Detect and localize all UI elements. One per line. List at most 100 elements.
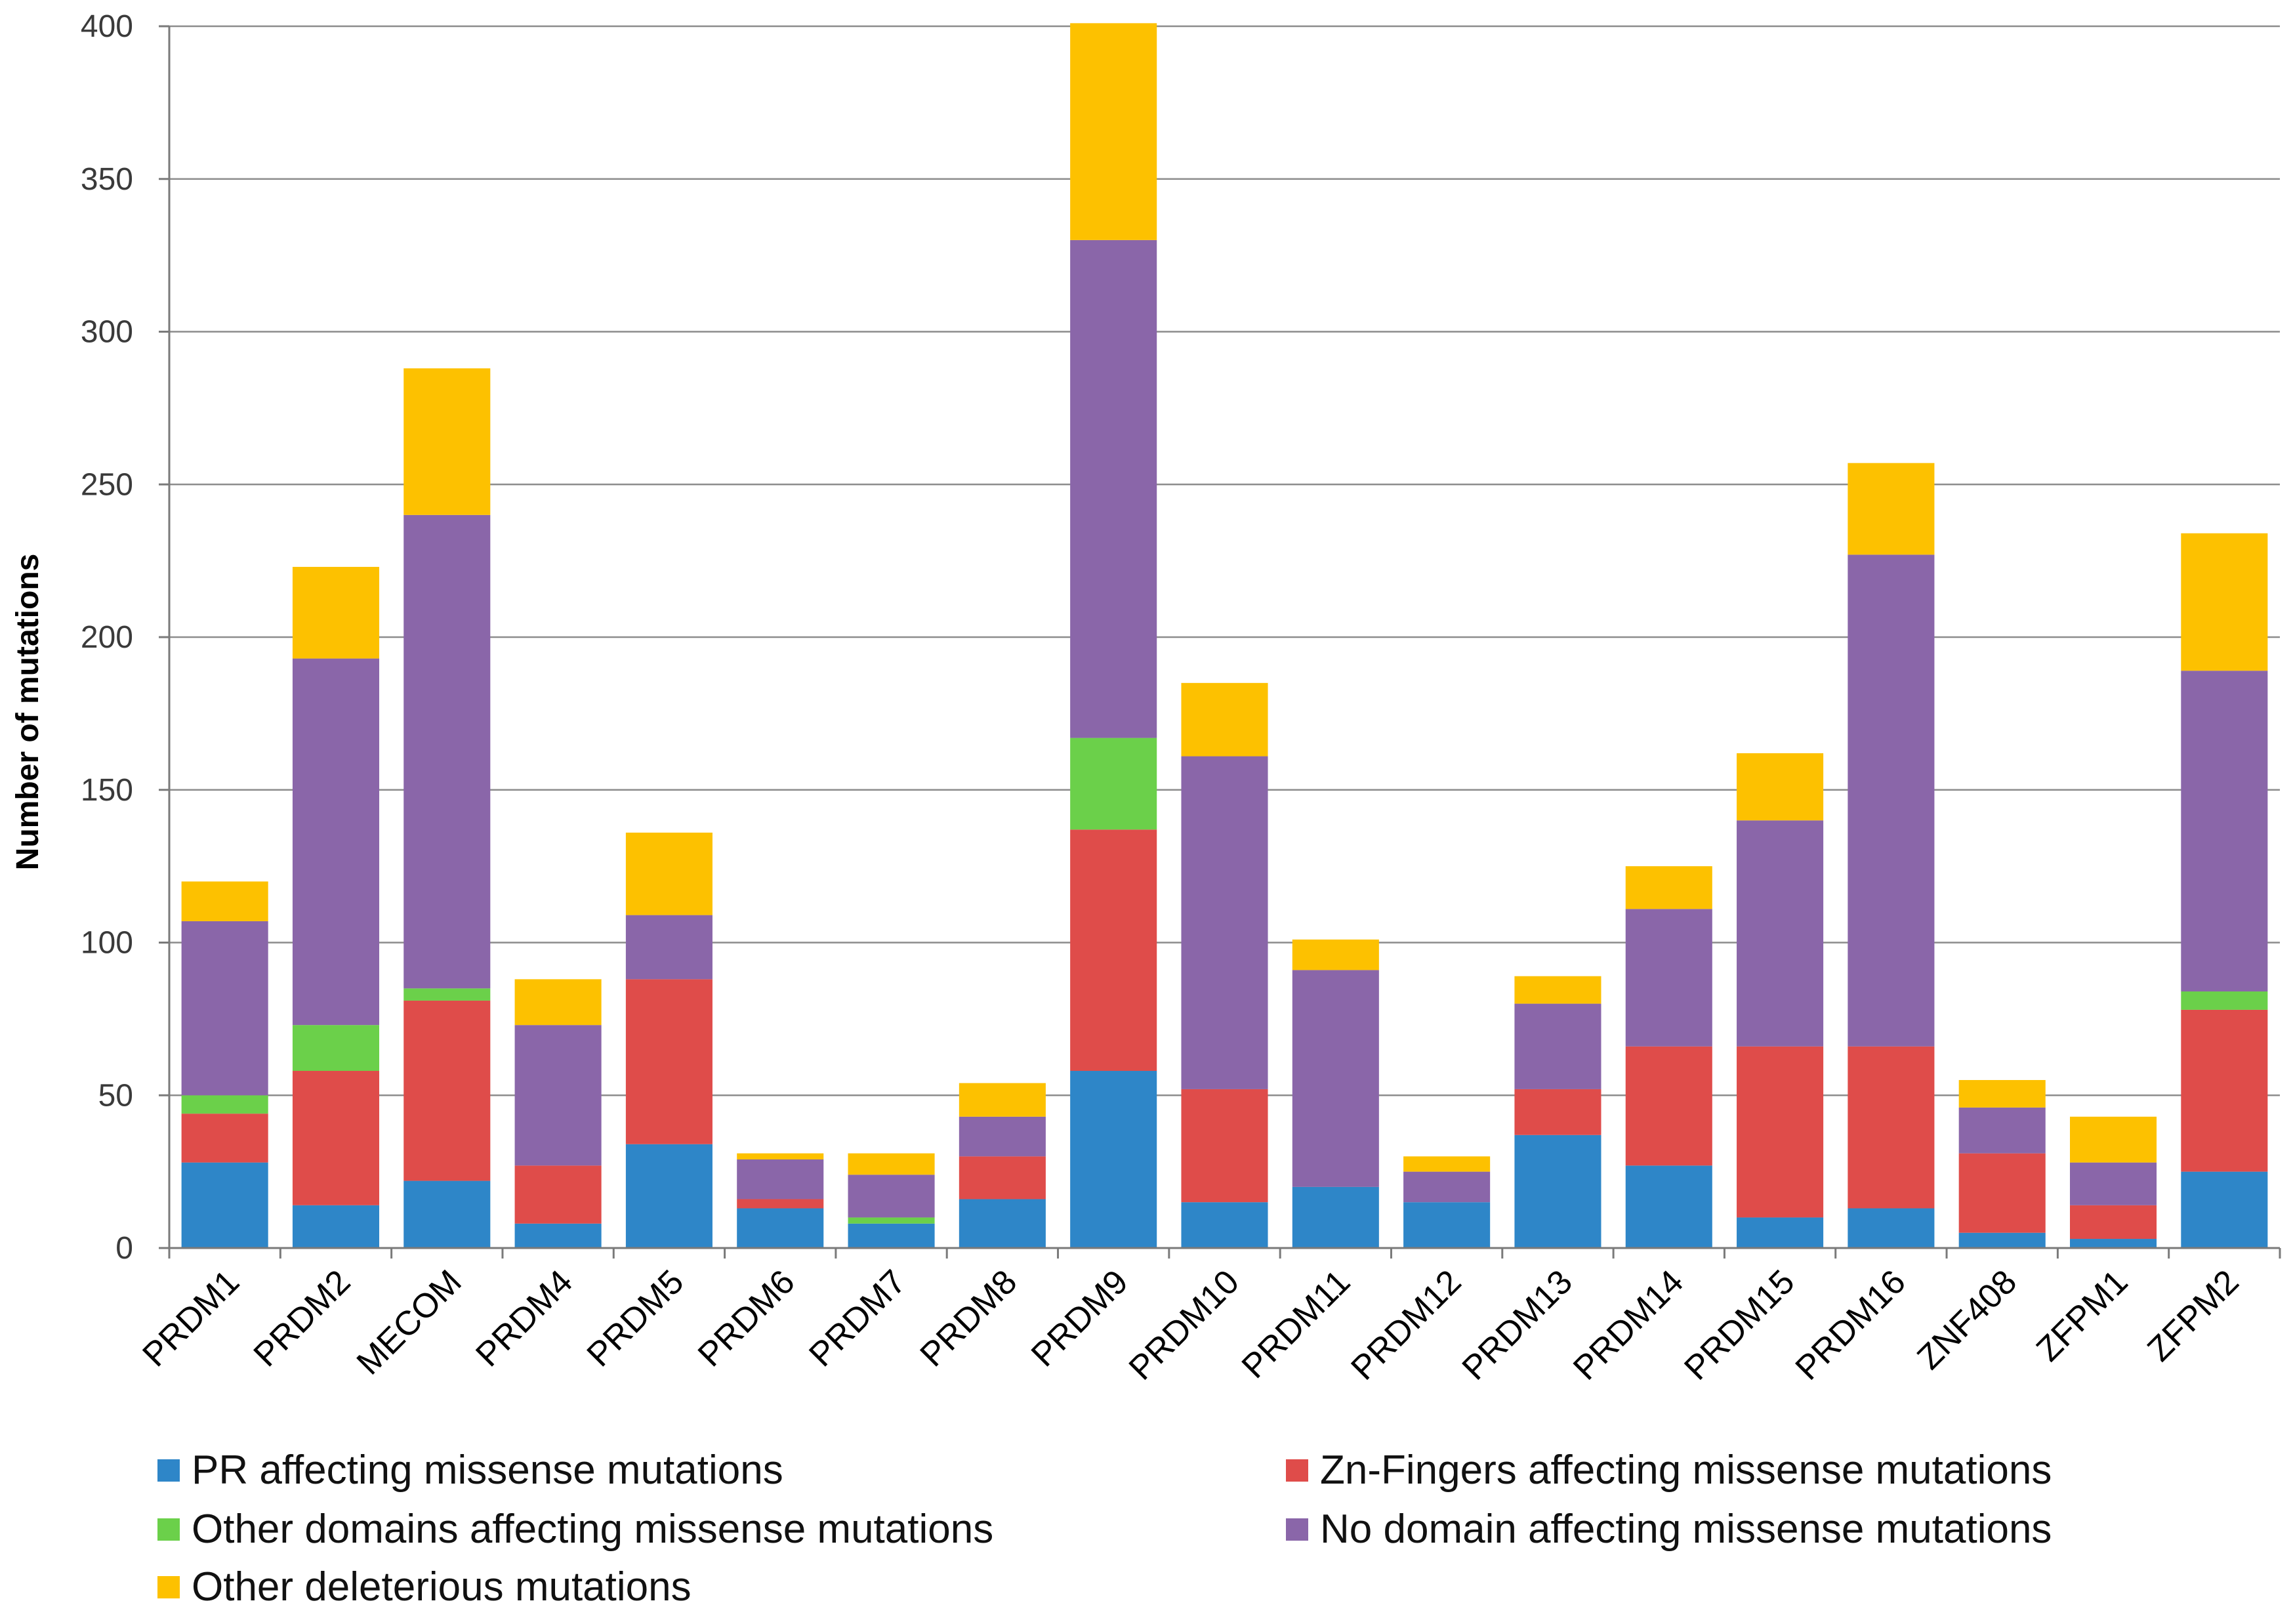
bar-segment-prdm10-series-5 bbox=[1181, 682, 1268, 757]
bar-segment-prdm1-series-5 bbox=[181, 881, 268, 921]
bar-segment-prdm2-series-2 bbox=[292, 1071, 380, 1205]
bar-segment-prdm13-series-2 bbox=[1514, 1089, 1601, 1135]
bar-segment-prdm7-series-3 bbox=[848, 1217, 935, 1224]
x-category-label: PRDM15 bbox=[1677, 1262, 1802, 1387]
bar-segment-prdm2-series-4 bbox=[292, 658, 380, 1026]
bar-segment-prdm4-series-4 bbox=[514, 1025, 602, 1166]
bar-segment-prdm15-series-2 bbox=[1737, 1046, 1824, 1218]
bar-segment-zfpm1-series-4 bbox=[2069, 1162, 2157, 1205]
bar-segment-prdm6-series-5 bbox=[737, 1153, 824, 1160]
bar-segment-prdm14-series-2 bbox=[1625, 1046, 1712, 1166]
bar-segment-prdm7-series-4 bbox=[848, 1175, 935, 1218]
bar-segment-prdm1-series-4 bbox=[181, 921, 268, 1096]
bar-segment-znf408-series-2 bbox=[1958, 1153, 2046, 1233]
bar-segment-mecom-series-1 bbox=[403, 1180, 491, 1248]
bar-segment-zfpm1-series-5 bbox=[2069, 1116, 2157, 1163]
bar-segment-prdm14-series-4 bbox=[1625, 909, 1712, 1047]
bar-segment-znf408-series-1 bbox=[1958, 1232, 2046, 1248]
bar-segment-prdm5-series-4 bbox=[625, 915, 713, 980]
y-tick-label: 200 bbox=[81, 620, 133, 655]
bar-segment-zfpm2-series-5 bbox=[2181, 533, 2268, 671]
bar-segment-prdm6-series-2 bbox=[737, 1199, 824, 1209]
legend-label: No domain affecting missense mutations bbox=[1320, 1507, 2052, 1552]
bar-segment-prdm6-series-1 bbox=[737, 1208, 824, 1248]
y-tick-label: 300 bbox=[81, 315, 133, 350]
x-category-label: PRDM5 bbox=[580, 1262, 692, 1374]
x-category-label: MECOM bbox=[350, 1262, 469, 1382]
bar-segment-prdm11-series-1 bbox=[1292, 1186, 1379, 1248]
x-category-label: PRDM1 bbox=[135, 1262, 247, 1374]
x-category-label: PRDM8 bbox=[913, 1262, 1025, 1374]
bar-segment-prdm10-series-2 bbox=[1181, 1089, 1268, 1203]
legend-item: Zn-Fingers affecting missense mutations bbox=[1286, 1447, 2052, 1493]
axes bbox=[159, 25, 2281, 1259]
bar-segment-prdm1-series-2 bbox=[181, 1114, 268, 1163]
y-tick-label: 100 bbox=[81, 926, 133, 961]
y-tick-label: 250 bbox=[81, 467, 133, 502]
bar-segment-prdm4-series-5 bbox=[514, 979, 602, 1026]
bar-segment-prdm13-series-4 bbox=[1514, 1003, 1601, 1089]
bar-segment-zfpm2-series-1 bbox=[2181, 1171, 2268, 1248]
bar-segment-mecom-series-2 bbox=[403, 1000, 491, 1181]
bar-segment-prdm11-series-4 bbox=[1292, 970, 1379, 1187]
bar-segment-prdm15-series-4 bbox=[1737, 820, 1824, 1047]
legend-label: Other domains affecting missense mutatio… bbox=[192, 1507, 994, 1552]
bar-segment-prdm15-series-1 bbox=[1737, 1217, 1824, 1248]
bar-segment-prdm2-series-1 bbox=[292, 1205, 380, 1248]
legend-swatch bbox=[157, 1575, 180, 1598]
legend-item: PR affecting missense mutations bbox=[157, 1447, 783, 1493]
legend-swatch bbox=[157, 1518, 180, 1541]
bar-segment-prdm9-series-2 bbox=[1070, 829, 1157, 1072]
bar-segment-prdm16-series-1 bbox=[1848, 1208, 1935, 1248]
bar-segment-prdm8-series-4 bbox=[959, 1116, 1046, 1157]
bar-segment-prdm5-series-1 bbox=[625, 1144, 713, 1248]
bar-segment-prdm12-series-4 bbox=[1403, 1171, 1491, 1203]
x-category-label: PRDM12 bbox=[1344, 1262, 1468, 1387]
x-category-label: ZNF408 bbox=[1910, 1262, 2024, 1377]
bar-segment-prdm2-series-5 bbox=[292, 566, 380, 659]
x-category-label: PRDM10 bbox=[1122, 1262, 1247, 1387]
legend-label: Other deleterious mutations bbox=[192, 1564, 692, 1610]
y-tick-label: 50 bbox=[98, 1078, 133, 1113]
legend-label: Zn-Fingers affecting missense mutations bbox=[1320, 1447, 2052, 1493]
bar-segment-prdm13-series-1 bbox=[1514, 1135, 1601, 1248]
x-category-label: PRDM4 bbox=[468, 1262, 580, 1374]
bar-segment-prdm7-series-1 bbox=[848, 1223, 935, 1248]
bar-segment-prdm7-series-5 bbox=[848, 1153, 935, 1175]
bar-segment-zfpm2-series-3 bbox=[2181, 991, 2268, 1010]
bar-segment-prdm14-series-1 bbox=[1625, 1165, 1712, 1248]
bar-segment-prdm10-series-1 bbox=[1181, 1202, 1268, 1248]
bar-segment-prdm9-series-5 bbox=[1070, 23, 1157, 240]
bar-segment-prdm8-series-5 bbox=[959, 1083, 1046, 1117]
bar-segment-prdm4-series-2 bbox=[514, 1165, 602, 1224]
legend-swatch bbox=[1286, 1518, 1308, 1541]
legend-item: Other deleterious mutations bbox=[157, 1564, 692, 1610]
bar-segment-prdm1-series-3 bbox=[181, 1095, 268, 1114]
x-category-label: ZFPM2 bbox=[2140, 1262, 2246, 1369]
bar-segment-prdm11-series-5 bbox=[1292, 939, 1379, 970]
x-category-label: PRDM14 bbox=[1566, 1262, 1691, 1387]
bar-segment-prdm12-series-5 bbox=[1403, 1156, 1491, 1172]
bar-segment-prdm16-series-5 bbox=[1848, 463, 1935, 555]
bar-segment-zfpm2-series-4 bbox=[2181, 671, 2268, 991]
bar-segment-prdm14-series-5 bbox=[1625, 866, 1712, 909]
bar-segment-zfpm1-series-1 bbox=[2069, 1239, 2157, 1248]
bar-segment-prdm15-series-5 bbox=[1737, 753, 1824, 821]
bar-segment-znf408-series-4 bbox=[1958, 1107, 2046, 1154]
bar-segment-prdm5-series-5 bbox=[625, 832, 713, 915]
bar-segment-zfpm1-series-2 bbox=[2069, 1205, 2157, 1239]
legend-swatch bbox=[157, 1459, 180, 1482]
y-tick-label: 150 bbox=[81, 773, 133, 808]
bar-segment-prdm13-series-5 bbox=[1514, 976, 1601, 1004]
x-category-label: ZFPM1 bbox=[2029, 1262, 2136, 1369]
bar-segment-prdm8-series-2 bbox=[959, 1156, 1046, 1199]
legend-label: PR affecting missense mutations bbox=[192, 1447, 783, 1493]
bars bbox=[181, 23, 2268, 1248]
bar-segment-prdm9-series-4 bbox=[1070, 239, 1157, 738]
bar-segment-prdm9-series-3 bbox=[1070, 738, 1157, 830]
bar-segment-prdm9-series-1 bbox=[1070, 1071, 1157, 1248]
bar-segment-prdm4-series-1 bbox=[514, 1223, 602, 1248]
x-category-label: PRDM11 bbox=[1235, 1262, 1357, 1385]
